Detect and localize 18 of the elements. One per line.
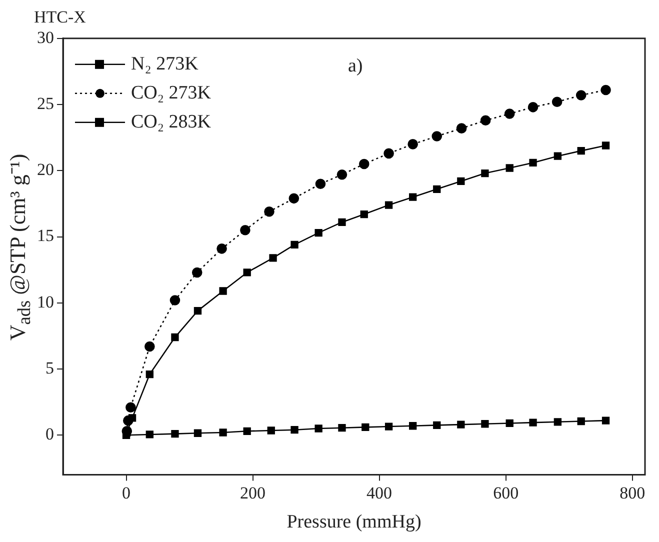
- y-tick-label: 0: [46, 424, 54, 444]
- y-tick-label: 25: [37, 94, 54, 113]
- legend-label: CO₂ 283K: [131, 111, 212, 132]
- x-axis-title: Pressure (mmHg): [286, 512, 422, 533]
- chart-title: HTC-X: [34, 8, 86, 27]
- annotation: a): [348, 55, 363, 76]
- x-tick-label: 600: [493, 483, 519, 502]
- x-tick-label: 200: [240, 483, 266, 502]
- y-tick-label: 10: [37, 292, 54, 312]
- x-tick-label: 0: [122, 483, 131, 502]
- legend-label: CO₂ 273K: [131, 82, 212, 104]
- y-tick-label: 30: [37, 28, 54, 47]
- y-tick-label: 15: [37, 226, 54, 246]
- legend-label: N₂ 273K: [131, 53, 199, 74]
- y-tick-label: 20: [37, 160, 54, 180]
- y-tick-label: 5: [46, 358, 54, 378]
- x-tick-label: 800: [620, 483, 646, 502]
- x-tick-label: 400: [366, 483, 392, 502]
